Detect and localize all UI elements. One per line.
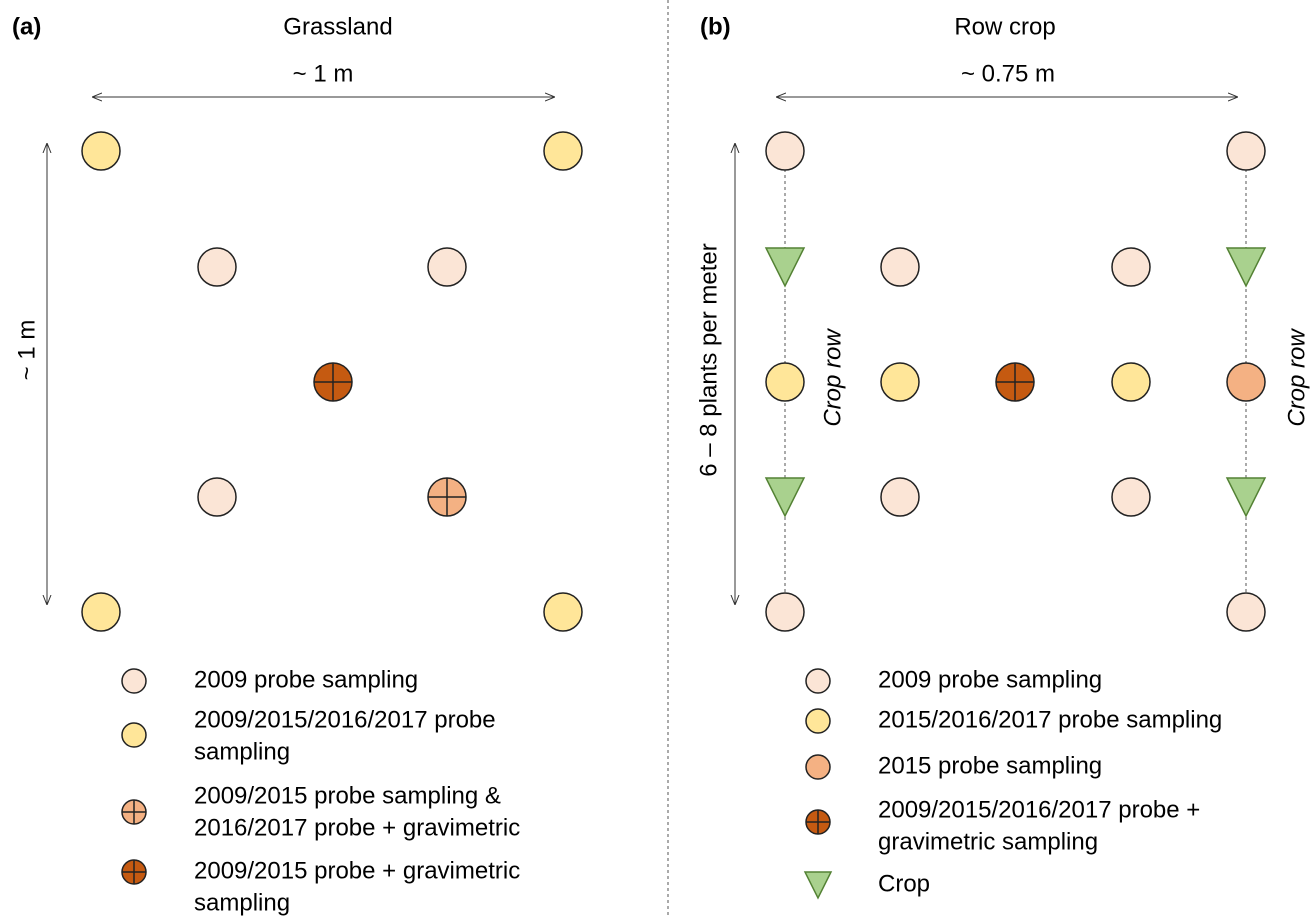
crop-marker (764, 247, 806, 288)
sample-point (880, 362, 920, 402)
legend-text: 2009/2015 probe + gravimetric (194, 857, 520, 884)
sample-point (197, 247, 237, 287)
sample-point (765, 362, 805, 402)
width-label: ~ 0.75 m (961, 60, 1055, 87)
panel-title: Grassland (283, 13, 392, 40)
sample-point (1226, 362, 1266, 402)
crop-marker (1225, 477, 1267, 518)
crop-marker (803, 871, 833, 900)
panel-label: (b) (700, 13, 731, 40)
legend-text: 2009/2015 probe sampling & (194, 782, 501, 809)
sample-point (805, 668, 831, 694)
sample-point (121, 668, 147, 694)
legend-text: sampling (194, 889, 290, 916)
legend-text: 2009 probe sampling (878, 666, 1102, 693)
sample-point (805, 754, 831, 780)
panel-title: Row crop (954, 13, 1055, 40)
legend-text: 2009/2015/2016/2017 probe + (878, 796, 1200, 823)
crop-marker (1225, 247, 1267, 288)
legend-text: gravimetric sampling (878, 828, 1098, 855)
crop-marker (764, 477, 806, 518)
sample-point (197, 477, 237, 517)
sample-point (1226, 131, 1266, 171)
sample-point (805, 708, 831, 734)
panel-label: (a) (12, 13, 41, 40)
sample-point (880, 477, 920, 517)
legend-text: 2015 probe sampling (878, 752, 1102, 779)
row-label: Crop row (1283, 328, 1310, 427)
sample-point (1111, 362, 1151, 402)
sample-point (880, 247, 920, 287)
sample-point (765, 131, 805, 171)
sample-point (81, 131, 121, 171)
sample-point (427, 247, 467, 287)
sample-point (81, 592, 121, 632)
height-label: 6 – 8 plants per meter (695, 243, 722, 476)
height-label: ~ 1 m (13, 320, 40, 381)
width-label: ~ 1 m (293, 60, 354, 87)
legend-text: Crop (878, 870, 930, 897)
row-label: Crop row (819, 328, 846, 427)
legend-text: 2015/2016/2017 probe sampling (878, 706, 1222, 733)
legend-text: 2009/2015/2016/2017 probe (194, 706, 496, 733)
legend-text: 2016/2017 probe + gravimetric (194, 814, 520, 841)
sample-point (1111, 477, 1151, 517)
legend-text: sampling (194, 738, 290, 765)
legend-text: 2009 probe sampling (194, 666, 418, 693)
sample-point (543, 131, 583, 171)
sample-point (121, 722, 147, 748)
sample-point (1226, 592, 1266, 632)
sample-point (1111, 247, 1151, 287)
sample-point (543, 592, 583, 632)
sample-point (765, 592, 805, 632)
